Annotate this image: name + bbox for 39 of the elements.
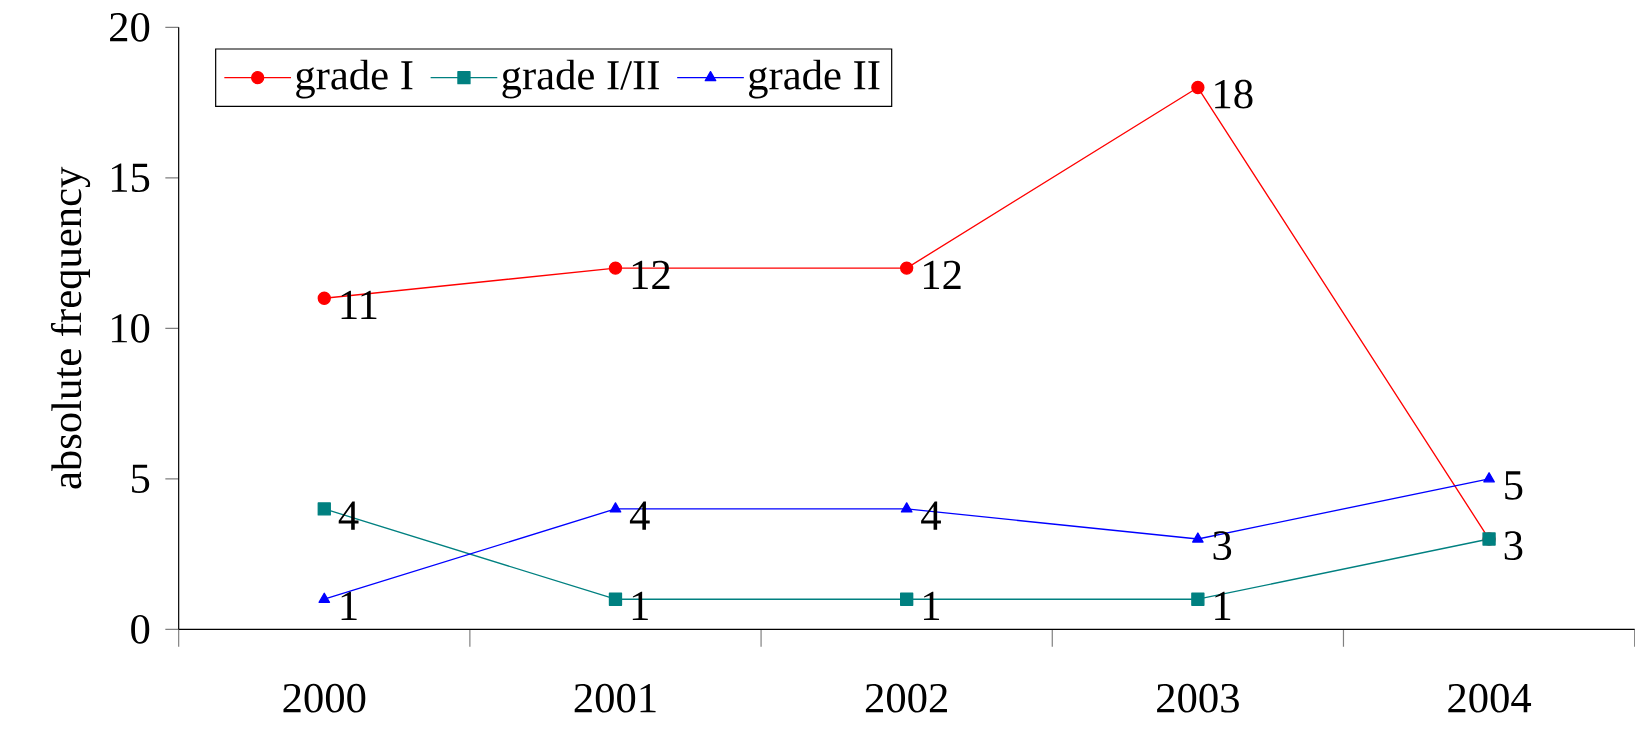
data-label: 11: [341, 290, 377, 319]
point: [318, 592, 331, 603]
point: [900, 261, 914, 275]
data-label: 1: [1215, 591, 1231, 620]
point: [1191, 80, 1205, 95]
point: [609, 502, 622, 513]
data-label: 3: [1213, 531, 1232, 561]
point: [608, 261, 623, 275]
y-tick-label: 5: [132, 464, 150, 493]
point: [317, 502, 331, 516]
y-tick-label: 10: [111, 313, 150, 343]
x-tick-label: 2003: [1157, 683, 1239, 713]
legend-label: grade I: [296, 59, 413, 99]
point: [317, 291, 331, 305]
data-label: 12: [924, 260, 961, 289]
y-tick-label: 0: [131, 614, 150, 644]
legend-label: grade I/II: [502, 59, 659, 99]
data-label: 4: [629, 501, 650, 530]
data-label: 12: [632, 260, 670, 289]
data-label: 18: [1215, 79, 1253, 109]
point: [608, 592, 623, 606]
data-label: 1: [341, 591, 357, 620]
x-tick-label: 2004: [1448, 683, 1532, 713]
legend-label: grade II: [749, 59, 880, 99]
point: [1191, 592, 1205, 606]
y-tick-label: 20: [110, 12, 150, 42]
data-label: 5: [1505, 471, 1523, 500]
data-label: 1: [924, 591, 940, 620]
y-axis-title: absolute frequency: [50, 166, 91, 489]
data-label: 1: [632, 591, 648, 620]
point: [900, 502, 913, 513]
point: [900, 592, 914, 606]
point: [1483, 472, 1495, 483]
x-tick-label: 2001: [574, 683, 656, 713]
x-tick-label: 2002: [865, 683, 947, 713]
point: [1192, 532, 1204, 543]
x-tick-label: 2000: [283, 683, 366, 713]
data-label: 3: [1504, 531, 1523, 561]
y-tick-label: 15: [111, 163, 150, 193]
